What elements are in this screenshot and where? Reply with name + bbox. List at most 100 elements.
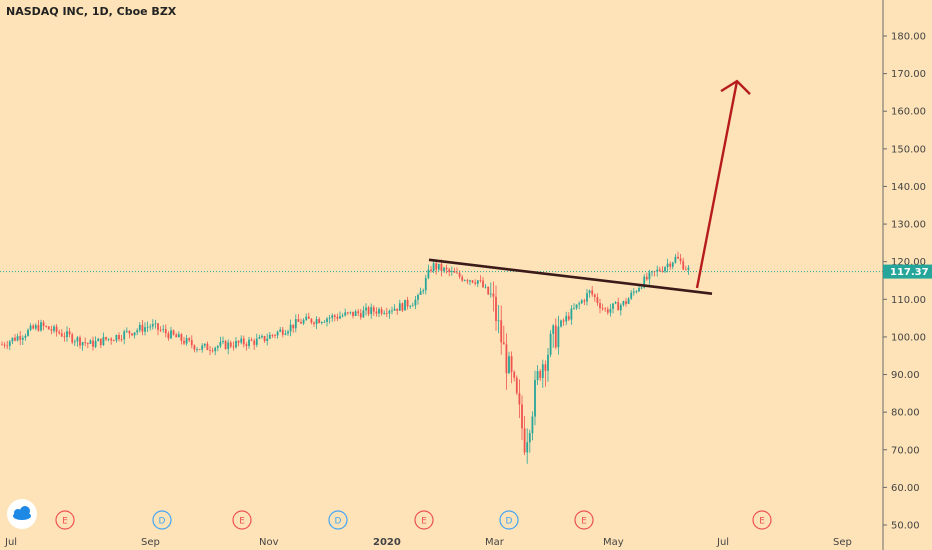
candle: [328, 315, 331, 324]
x-tick-label: Sep: [833, 537, 852, 548]
candle: [201, 343, 204, 353]
candle: [188, 337, 191, 343]
candle: [305, 313, 308, 321]
candle: [510, 351, 513, 384]
candle: [242, 335, 245, 348]
candle: [107, 338, 110, 342]
candle: [310, 318, 313, 325]
candle: [313, 321, 315, 327]
candle: [315, 316, 318, 330]
candle: [466, 278, 469, 285]
x-tick-label: Jul: [716, 537, 729, 548]
candle: [253, 338, 256, 350]
x-tick-label: Mar: [485, 537, 505, 548]
candle: [281, 326, 284, 338]
candle: [471, 279, 474, 284]
candle: [578, 301, 581, 310]
candle: [307, 312, 310, 319]
event-badge-earnings[interactable]: E: [414, 510, 434, 530]
candle: [508, 351, 510, 375]
candle: [162, 324, 165, 333]
candle: [97, 337, 100, 342]
event-badge-dividend[interactable]: D: [328, 510, 348, 530]
candle: [229, 340, 232, 349]
candle: [198, 349, 201, 351]
candle: [216, 344, 219, 352]
candle: [37, 320, 40, 332]
candle: [476, 279, 479, 288]
projection-arrow[interactable]: [695, 79, 751, 289]
y-tick-label: 170.00: [891, 69, 926, 80]
candle: [359, 308, 362, 320]
x-tick-label: Jul: [4, 537, 17, 548]
event-badge-letter: E: [62, 517, 68, 527]
candle: [609, 303, 612, 317]
candle: [63, 332, 66, 342]
candle: [409, 304, 412, 309]
last-price-bg: [883, 264, 932, 279]
y-tick-label: 50.00: [891, 521, 920, 532]
candle: [323, 320, 326, 323]
candle: [32, 323, 35, 330]
candle: [344, 308, 347, 317]
candle: [435, 261, 438, 275]
candle: [320, 321, 323, 325]
event-badge-earnings[interactable]: E: [574, 510, 594, 530]
event-badge-dividend[interactable]: D: [499, 510, 519, 530]
candle: [554, 318, 557, 350]
event-badge-earnings[interactable]: E: [55, 510, 75, 530]
candle: [622, 300, 625, 307]
candle: [469, 279, 471, 286]
candle: [528, 429, 531, 453]
trendline[interactable]: [428, 258, 713, 295]
candle: [674, 254, 677, 264]
event-badge-earnings[interactable]: E: [752, 510, 772, 530]
candle: [240, 335, 243, 345]
candle: [445, 264, 448, 274]
candle: [71, 332, 74, 345]
candle: [175, 332, 178, 338]
candle: [580, 298, 583, 305]
candle: [245, 342, 248, 351]
candle: [570, 305, 573, 325]
candle: [94, 336, 97, 349]
candle: [484, 283, 487, 289]
event-badge-dividend[interactable]: D: [152, 510, 172, 530]
candle: [648, 269, 651, 285]
candle: [125, 327, 128, 333]
x-axis: Jul Sep Nov 2020 Mar May Jul Sep: [4, 537, 852, 548]
candle: [333, 314, 336, 322]
candle: [84, 337, 87, 347]
candle: [544, 360, 547, 387]
candle: [565, 311, 568, 326]
candle: [206, 341, 209, 351]
candle: [300, 318, 302, 324]
candle: [339, 311, 341, 320]
candle: [105, 336, 107, 342]
tradingview-logo[interactable]: [7, 499, 37, 529]
candle: [136, 328, 139, 336]
candle: [92, 336, 94, 351]
candle: [232, 341, 235, 351]
candle: [27, 328, 29, 337]
candle: [474, 279, 477, 286]
candle: [297, 314, 300, 323]
chart-title: NASDAQ INC, 1D, Cboe BZX: [6, 5, 177, 18]
candle: [349, 311, 352, 315]
y-axis: 50.00 60.00 70.00 80.00 90.00 100.00 110.00 120…: [883, 32, 926, 532]
candle: [55, 324, 58, 337]
y-tick-label: 120.00: [891, 257, 926, 268]
event-badge-letter: D: [335, 517, 342, 527]
candle: [146, 321, 149, 333]
candle: [336, 313, 339, 321]
candle: [427, 264, 430, 280]
candle: [341, 313, 344, 318]
candle: [562, 318, 565, 326]
x-tick-label: Nov: [259, 537, 279, 548]
event-badge-earnings[interactable]: E: [232, 510, 252, 530]
candle: [209, 345, 211, 356]
y-tick-label: 150.00: [891, 144, 926, 155]
candle: [271, 334, 274, 338]
